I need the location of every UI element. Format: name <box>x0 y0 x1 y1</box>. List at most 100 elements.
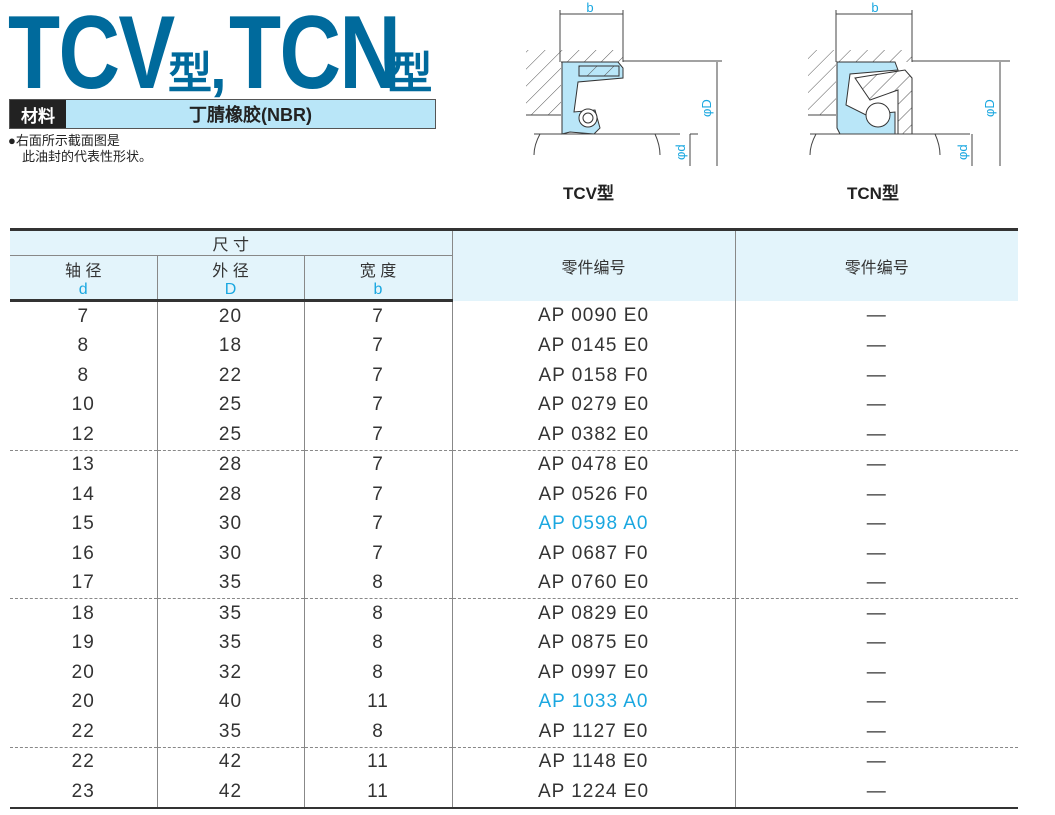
cell-tcv: AP 1033 A0 <box>451 687 735 717</box>
cell-tcn: — <box>734 450 1018 480</box>
dim-b: b <box>586 0 593 15</box>
seal-diagrams: b φD φd b φD φd <box>526 0 1010 166</box>
cell-D: 18 <box>156 331 304 361</box>
table-row: 15 30 7 AP 0598 A0— <box>10 509 1018 539</box>
cell-tcn: — <box>734 509 1018 539</box>
header-symbol: b <box>373 280 383 298</box>
cell-d: 17 <box>10 568 157 599</box>
tcn-diagram: b φD φd <box>808 0 1010 166</box>
cell-D: 35 <box>156 568 304 599</box>
cell-tcv: AP 1127 E0 <box>451 717 735 748</box>
cell-D: 35 <box>156 628 304 658</box>
cell-d: 20 <box>71 661 95 683</box>
table-row: 13 28 7 AP 0478 E0— <box>10 450 1018 480</box>
cell-b: 8 <box>303 658 452 688</box>
table-row: 20 32 8 AP 0997 E0— <box>10 658 1018 688</box>
cell-d: 7 <box>77 305 90 327</box>
dim-D: φD <box>699 99 714 117</box>
cell-D: 28 <box>156 480 304 510</box>
cell-tcv: AP 0829 E0 <box>451 598 735 629</box>
header-label: 轴 径 <box>65 262 102 280</box>
page-title: TCV型,TCN型 <box>8 0 432 113</box>
cell-D: 22 <box>156 361 304 391</box>
header-symbol: d <box>78 280 88 298</box>
table-row: 20 40 11 AP 1033 A0— <box>10 687 1018 717</box>
dim-d: φd <box>955 144 970 160</box>
cell-D: 20 <box>156 300 304 332</box>
cell-D: 42 <box>156 777 304 809</box>
cell-b: 7 <box>303 390 452 420</box>
cell-tcv: AP 0090 E0 <box>451 300 735 332</box>
table-row: 17 35 8 AP 0760 E0— <box>10 568 1018 599</box>
cell-tcn: — <box>734 420 1018 451</box>
cell-tcv: AP 0158 F0 <box>451 361 735 391</box>
title-tcn: TCN <box>228 0 401 111</box>
cell-d: 22 <box>71 751 95 773</box>
cell-d: 20 <box>71 691 95 713</box>
cell-tcn: — <box>734 717 1018 748</box>
cell-tcn: — <box>734 747 1018 777</box>
cell-d: 16 <box>71 542 95 564</box>
cell-b: 11 <box>303 777 452 809</box>
cell-tcv: AP 0875 E0 <box>451 628 735 658</box>
header-symbol: D <box>224 280 237 298</box>
cell-tcn: — <box>734 777 1018 809</box>
cell-b: 7 <box>303 420 452 451</box>
cell-tcv: AP 1224 E0 <box>451 777 735 809</box>
material-bar: 材料 丁腈橡胶(NBR) <box>9 99 436 129</box>
header-label: 宽 度 <box>359 262 397 280</box>
title-suffix: 型 <box>388 49 432 98</box>
cell-b: 7 <box>303 480 452 510</box>
cell-D: 25 <box>156 420 304 451</box>
table-row: 14 28 7 AP 0526 F0— <box>10 480 1018 510</box>
table-row: 10 25 7 AP 0279 E0— <box>10 390 1018 420</box>
cell-tcn: — <box>734 331 1018 361</box>
cell-b: 7 <box>303 300 452 332</box>
cell-tcn: — <box>734 480 1018 510</box>
cell-d: 12 <box>10 420 157 451</box>
cell-d: 14 <box>71 483 95 505</box>
table-row: 7 20 7 AP 0090 E0— <box>10 300 1018 332</box>
cell-tcn: — <box>734 598 1018 629</box>
cell-d: 22 <box>10 717 157 748</box>
cell-tcv: AP 0687 F0 <box>451 539 735 569</box>
cell-d: 15 <box>71 513 95 535</box>
cell-tcv: AP 0478 E0 <box>451 450 735 480</box>
cell-D: 32 <box>156 658 304 688</box>
title-tcv: TCV <box>8 0 175 111</box>
cell-b: 8 <box>303 717 452 748</box>
cell-D: 30 <box>156 509 304 539</box>
cell-tcn: — <box>734 628 1018 658</box>
cell-tcn: — <box>734 568 1018 599</box>
title-comma: , <box>210 34 227 101</box>
cell-tcv: AP 0598 A0 <box>451 509 735 539</box>
table-row: 23 42 11 AP 1224 E0— <box>10 777 1018 809</box>
cell-tcv: AP 0526 F0 <box>451 480 735 510</box>
caption-tcv: TCV型 <box>563 184 614 203</box>
note-line: ●右面所示截面图是 <box>8 133 120 148</box>
cell-D: 25 <box>156 390 304 420</box>
cell-b: 11 <box>303 747 452 777</box>
cell-tcn: — <box>734 658 1018 688</box>
note: ●右面所示截面图是 此油封的代表性形状。 <box>8 133 152 165</box>
cell-d: 23 <box>10 777 157 809</box>
cell-b: 7 <box>303 539 452 569</box>
note-line: 此油封的代表性形状。 <box>22 149 153 164</box>
cell-b: 7 <box>303 450 452 480</box>
tcv-diagram: b φD φd <box>526 0 722 166</box>
dim-D: φD <box>982 99 997 117</box>
cell-b: 8 <box>303 568 452 599</box>
cell-tcn: — <box>734 390 1018 420</box>
cell-d: 19 <box>71 632 95 654</box>
table-row: 18 35 8 AP 0829 E0— <box>10 598 1018 629</box>
cell-tcn: — <box>734 300 1018 332</box>
cell-b: 7 <box>303 331 452 361</box>
cell-d: 8 <box>77 335 90 357</box>
cell-tcv: AP 0382 E0 <box>451 420 735 451</box>
title-suffix: 型 <box>168 49 212 98</box>
cell-D: 42 <box>156 747 304 777</box>
table-row: 8 22 7 AP 0158 F0— <box>10 361 1018 391</box>
cell-b: 7 <box>303 509 452 539</box>
